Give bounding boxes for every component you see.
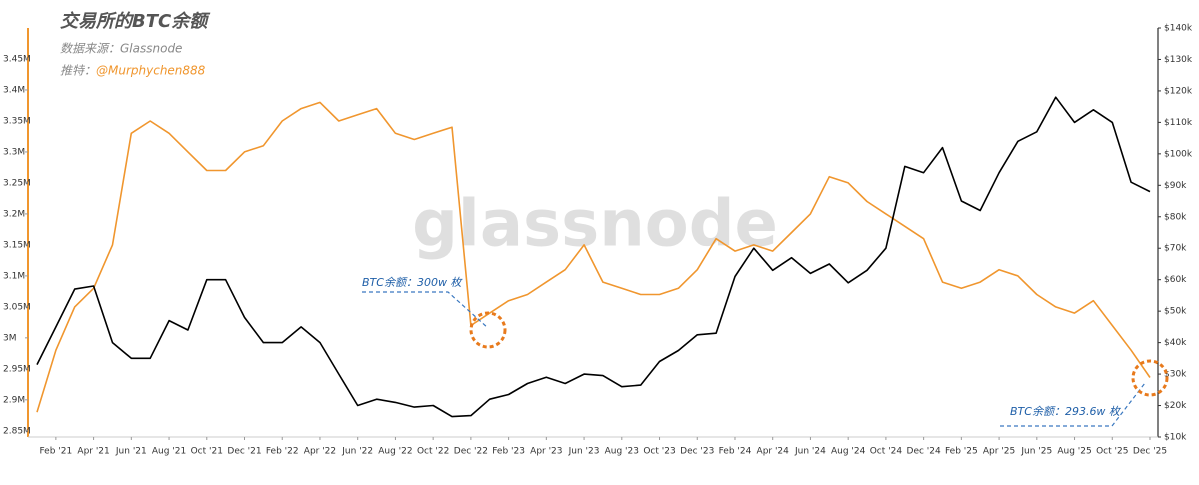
annotation: BTC余额：293.6w 枚 — [1010, 405, 1122, 418]
x-tick-label: Dec '21 — [227, 447, 261, 457]
y2-tick-label: $140k — [1164, 24, 1193, 34]
y-tick-label: 3.25M — [3, 178, 31, 188]
x-tick-label: Aug '24 — [831, 447, 866, 457]
x-tick-label: Jun '23 — [568, 447, 600, 457]
x-tick-label: Apr '24 — [757, 447, 790, 457]
credit-label: 推特： — [60, 64, 96, 78]
x-tick-label: Aug '21 — [152, 447, 186, 457]
y2-tick-label: $50k — [1164, 307, 1187, 317]
y2-tick-label: $90k — [1164, 181, 1187, 191]
y-tick-label: 3.45M — [3, 54, 31, 64]
x-tick-label: Jun '21 — [115, 447, 147, 457]
watermark: glassnode — [412, 188, 778, 262]
data-line — [36, 96, 1151, 418]
y2-tick-label: $60k — [1164, 275, 1187, 285]
x-tick-label: Feb '23 — [492, 447, 525, 457]
y2-tick-label: $70k — [1164, 244, 1187, 254]
chart-title: 交易所的BTC余额 — [60, 11, 211, 32]
x-tick-label: Dec '25 — [1133, 447, 1167, 457]
x-tick-label: Apr '22 — [304, 447, 336, 457]
y-tick-label: 3.15M — [3, 240, 31, 250]
x-tick-label: Apr '25 — [983, 447, 1015, 457]
y2-tick-label: $40k — [1164, 338, 1187, 348]
x-tick-label: Oct '25 — [1096, 447, 1128, 457]
y-tick-label: 2.95M — [3, 364, 31, 374]
x-tick-label: Feb '21 — [39, 447, 72, 457]
y-tick-label: 2.85M — [3, 426, 31, 436]
x-tick-label: Jun '22 — [341, 447, 373, 457]
annotation-arrow — [362, 291, 489, 329]
x-tick-label: Dec '23 — [680, 447, 714, 457]
y2-tick-label: $130k — [1164, 55, 1193, 65]
y2-tick-label: $110k — [1164, 118, 1193, 128]
x-tick-label: Oct '21 — [191, 447, 223, 457]
annotation: BTC余额：300w 枚 — [362, 276, 463, 289]
y-tick-label: 3.35M — [3, 116, 31, 126]
x-tick-label: Dec '22 — [454, 447, 488, 457]
y-tick-label: 3.3M — [3, 147, 25, 157]
x-tick-label: Feb '22 — [266, 447, 299, 457]
x-tick-label: Oct '23 — [643, 447, 675, 457]
y2-tick-label: $80k — [1164, 212, 1187, 222]
x-tick-label: Jun '24 — [794, 447, 826, 457]
y2-tick-label: $10k — [1164, 433, 1187, 443]
x-tick-label: Feb '25 — [945, 447, 978, 457]
x-tick-label: Oct '24 — [870, 447, 903, 457]
y-tick-label: 3.05M — [3, 302, 31, 312]
x-tick-label: Dec '24 — [907, 447, 941, 457]
y2-tick-label: $100k — [1164, 149, 1193, 159]
x-tick-label: Aug '22 — [378, 447, 412, 457]
y2-tick-label: $30k — [1164, 370, 1187, 380]
credit-handle: @Murphychen888 — [96, 64, 206, 78]
y2-tick-label: $20k — [1164, 401, 1187, 411]
highlight-circle — [1131, 359, 1169, 397]
y-tick-label: 3.1M — [3, 271, 25, 281]
highlight-circle — [469, 311, 507, 349]
x-tick-label: Jun '25 — [1020, 447, 1052, 457]
x-tick-label: Apr '23 — [530, 447, 562, 457]
annotation-arrow — [1000, 382, 1146, 427]
y-tick-label: 2.9M — [3, 395, 25, 405]
x-tick-label: Feb '24 — [719, 447, 752, 457]
y-tick-label: 3.4M — [3, 85, 25, 95]
x-tick-label: Apr '21 — [77, 447, 109, 457]
x-tick-label: Aug '25 — [1057, 447, 1091, 457]
data-line — [36, 101, 1151, 413]
x-tick-label: Aug '23 — [605, 447, 639, 457]
subtitle: 数据来源：Glassnode — [60, 42, 182, 56]
y2-tick-label: $120k — [1164, 86, 1193, 96]
y-tick-label: 3M — [3, 333, 17, 343]
x-tick-label: Oct '22 — [417, 447, 449, 457]
y-tick-label: 3.2M — [3, 209, 25, 219]
